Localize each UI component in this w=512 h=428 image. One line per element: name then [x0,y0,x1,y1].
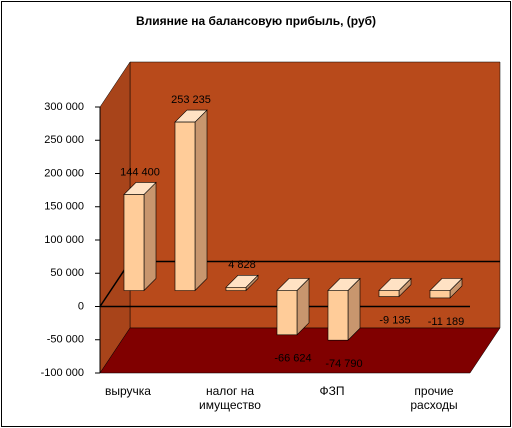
bar-front [225,286,247,291]
bar-side [194,109,208,292]
bar [378,277,412,298]
value-label: -9 135 [379,314,410,326]
y-tick-label: -100 000 [41,367,84,379]
y-tick-label: 0 [78,300,84,312]
bar [429,277,463,299]
bar-front [378,290,400,297]
x-tick-label: налог на имущество [199,384,261,412]
value-label: 144 400 [120,166,160,178]
bar [276,277,310,336]
y-tick-label: 50 000 [50,267,84,279]
y-tick-label: 200 000 [44,167,84,179]
bar-front [276,290,298,336]
bar-front [174,121,196,291]
value-label: -74 790 [325,358,362,370]
value-label: -66 624 [274,353,311,365]
value-label: 253 235 [171,94,211,106]
y-tick-label: -50 000 [47,334,84,346]
x-tick-label: выручка [105,384,151,398]
y-tick-label: 100 000 [44,234,84,246]
x-tick-label: прочие расходы [410,384,458,412]
y-tick-label: 150 000 [44,201,84,213]
bar [174,109,208,292]
bar [225,274,259,292]
bar [123,181,157,292]
bar-front [327,290,349,341]
bar [327,277,361,341]
value-label: 4 828 [228,259,256,271]
bar-front [123,194,145,291]
floor [99,327,501,374]
chart-title: Влияние на балансовую прибыль, (руб) [136,14,376,28]
y-tick-label: 250 000 [44,134,84,146]
value-label: -11 189 [428,316,465,328]
y-tick-label: 300 000 [44,101,84,113]
bar-side [143,181,157,292]
x-tick-label: ФЗП [319,384,345,398]
bar-front [429,290,451,299]
